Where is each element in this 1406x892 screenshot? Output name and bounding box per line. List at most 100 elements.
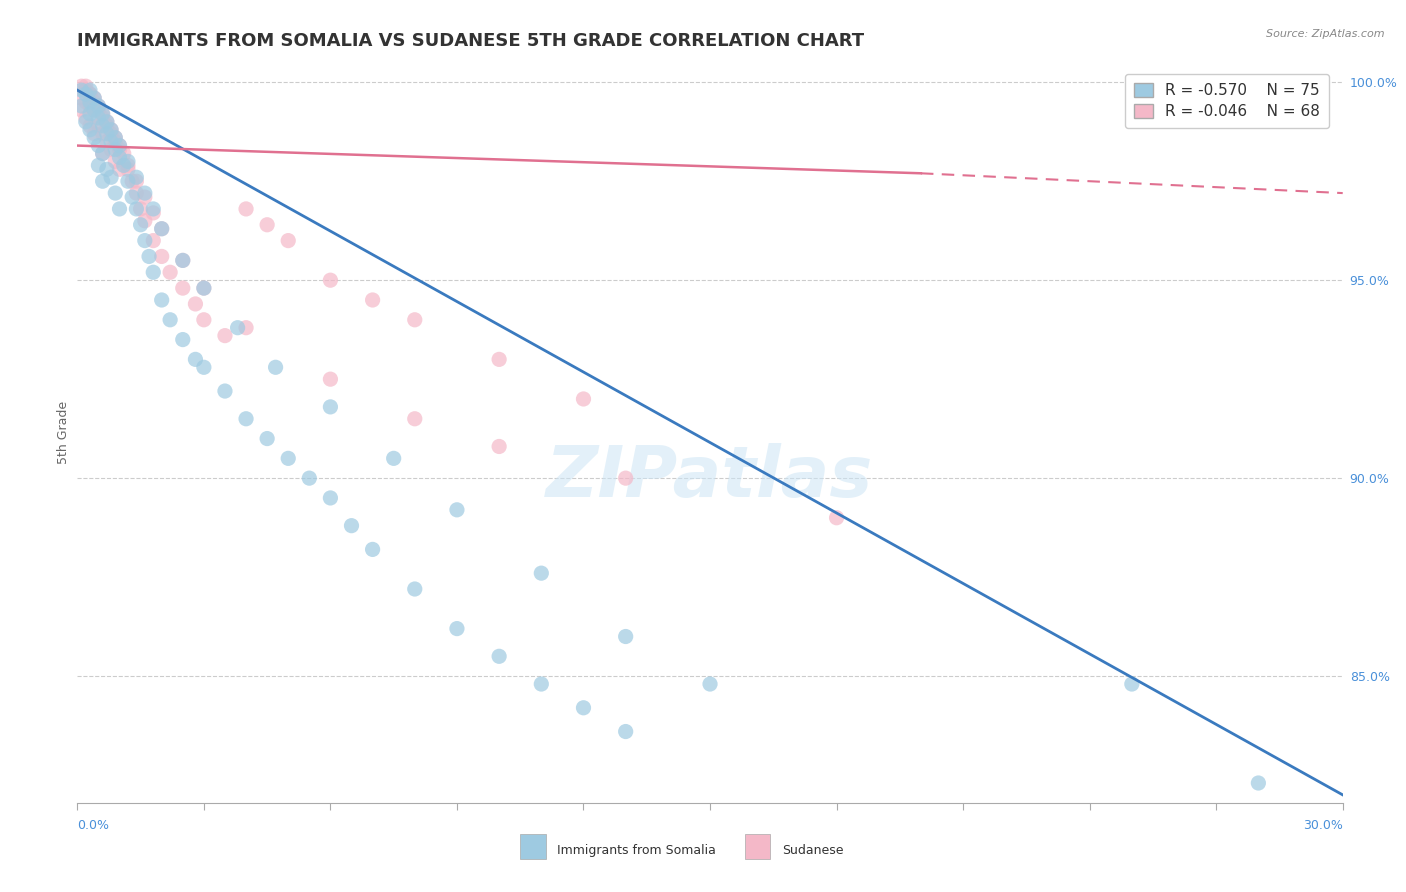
Point	[172, 253, 194, 268]
Point	[87, 103, 110, 117]
Point	[75, 79, 97, 94]
Point	[75, 115, 97, 129]
Point	[172, 253, 194, 268]
Point	[214, 328, 236, 343]
Point	[235, 411, 257, 425]
Point	[83, 127, 105, 141]
Point	[79, 83, 101, 97]
Point	[256, 432, 278, 446]
Point	[83, 103, 105, 117]
Point	[75, 111, 97, 125]
Legend: R = -0.570    N = 75, R = -0.046    N = 68: R = -0.570 N = 75, R = -0.046 N = 68	[1125, 74, 1329, 128]
Y-axis label: 5th Grade: 5th Grade	[58, 401, 70, 464]
Point	[112, 158, 135, 172]
Point	[108, 138, 131, 153]
Point	[91, 146, 114, 161]
Text: 30.0%: 30.0%	[1303, 819, 1343, 831]
Text: ZIPatlas: ZIPatlas	[547, 442, 873, 511]
Point	[70, 79, 93, 94]
Point	[340, 518, 363, 533]
Point	[117, 174, 139, 188]
Point	[100, 170, 122, 185]
Point	[117, 158, 139, 172]
Point	[96, 127, 118, 141]
Point	[125, 174, 148, 188]
Point	[87, 119, 110, 133]
Point	[1247, 776, 1270, 790]
Point	[70, 83, 93, 97]
Point	[488, 352, 510, 367]
Point	[91, 111, 114, 125]
Point	[87, 111, 110, 125]
Point	[572, 392, 595, 406]
Point	[87, 138, 110, 153]
Point	[83, 103, 105, 117]
Point	[87, 158, 110, 172]
Point	[104, 130, 127, 145]
Point	[91, 127, 114, 141]
Point	[446, 622, 468, 636]
Point	[91, 119, 114, 133]
Point	[277, 451, 299, 466]
Point	[87, 99, 110, 113]
Point	[699, 677, 721, 691]
Point	[298, 471, 321, 485]
Point	[83, 91, 105, 105]
Point	[79, 95, 101, 109]
Text: IMMIGRANTS FROM SOMALIA VS SUDANESE 5TH GRADE CORRELATION CHART: IMMIGRANTS FROM SOMALIA VS SUDANESE 5TH …	[77, 32, 865, 50]
Point	[104, 154, 127, 169]
Point	[134, 234, 156, 248]
Point	[361, 293, 384, 307]
Point	[91, 107, 114, 121]
Point	[83, 95, 105, 109]
Point	[125, 170, 148, 185]
Point	[361, 542, 384, 557]
Point	[319, 372, 342, 386]
Point	[96, 119, 118, 133]
Point	[100, 135, 122, 149]
Point	[235, 320, 257, 334]
Point	[108, 202, 131, 216]
Point	[1121, 677, 1143, 691]
Point	[214, 384, 236, 398]
Point	[138, 249, 160, 263]
Point	[446, 503, 468, 517]
Point	[172, 281, 194, 295]
Point	[79, 99, 101, 113]
Point	[79, 87, 101, 102]
Point	[104, 143, 127, 157]
Point	[159, 313, 181, 327]
Point	[264, 360, 287, 375]
Text: Immigrants from Somalia: Immigrants from Somalia	[557, 844, 716, 856]
Point	[83, 91, 105, 105]
Point	[96, 115, 118, 129]
Point	[100, 143, 122, 157]
Point	[83, 130, 105, 145]
Point	[235, 202, 257, 216]
Point	[159, 265, 181, 279]
Point	[319, 491, 342, 505]
Point	[108, 138, 131, 153]
Point	[134, 214, 156, 228]
Point	[117, 154, 139, 169]
Point	[75, 83, 97, 97]
Point	[404, 313, 426, 327]
Point	[184, 297, 207, 311]
Point	[193, 281, 215, 295]
Point	[104, 130, 127, 145]
Point	[70, 99, 93, 113]
Point	[382, 451, 405, 466]
Point	[96, 115, 118, 129]
Point	[614, 630, 637, 644]
Point	[150, 249, 173, 263]
Point	[488, 440, 510, 454]
Point	[614, 471, 637, 485]
Point	[104, 135, 127, 149]
Point	[277, 234, 299, 248]
Point	[530, 566, 553, 581]
Point	[193, 360, 215, 375]
Point	[96, 162, 118, 177]
Point	[79, 119, 101, 133]
Point	[125, 186, 148, 200]
Point	[117, 162, 139, 177]
